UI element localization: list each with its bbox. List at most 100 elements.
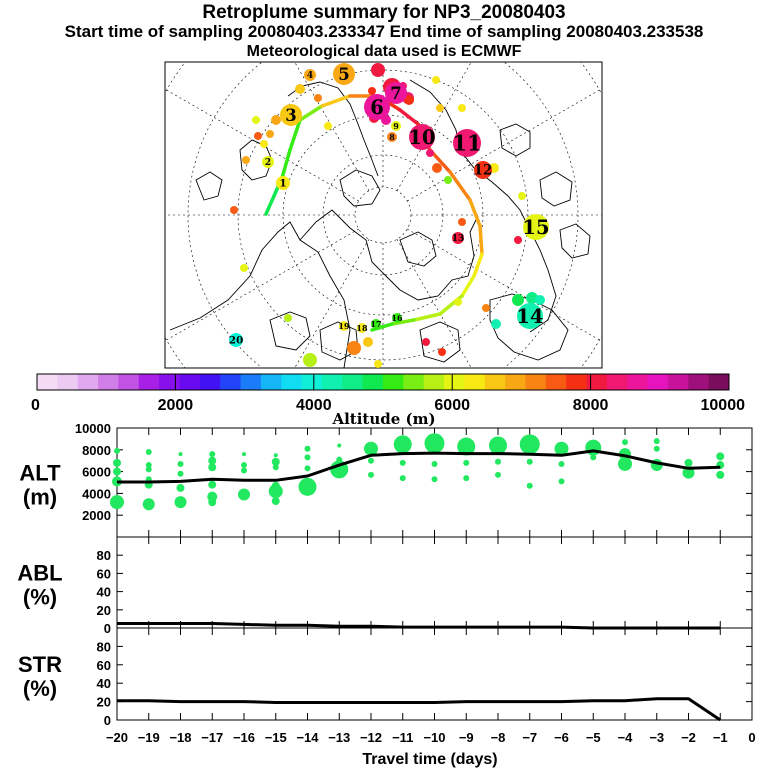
sampling-times: Start time of sampling 20080403.233347 E… bbox=[64, 22, 704, 41]
altitude-cluster-point bbox=[113, 458, 121, 467]
coastline bbox=[339, 169, 381, 207]
y-axis-unit: (m) bbox=[23, 485, 57, 510]
altitude-cluster-point bbox=[716, 470, 725, 479]
colorbar-swatch bbox=[98, 374, 119, 390]
altitude-cluster-point bbox=[145, 466, 152, 473]
altitude-cluster-point bbox=[178, 452, 183, 457]
colorbar-swatch bbox=[383, 374, 404, 390]
colorbar-swatch bbox=[220, 374, 242, 390]
colorbar-swatch bbox=[301, 374, 323, 390]
plume-cluster-minor bbox=[271, 115, 281, 125]
plume-cluster-minor bbox=[512, 294, 524, 306]
y-tick-label: 4000 bbox=[82, 486, 111, 501]
colorbar-tick-label: 8000 bbox=[573, 397, 609, 414]
plume-cluster-minor bbox=[254, 132, 262, 140]
plume-cluster-minor bbox=[526, 292, 538, 304]
coastline bbox=[299, 209, 479, 301]
plume-cluster-minor bbox=[432, 76, 440, 84]
altitude-cluster-point bbox=[145, 448, 152, 455]
plume-cluster bbox=[371, 319, 381, 329]
plume-cluster-minor bbox=[374, 360, 382, 368]
cluster-day-label: 5 bbox=[338, 65, 349, 84]
coastline bbox=[169, 221, 351, 368]
plume-cluster-minor bbox=[518, 192, 526, 200]
plume-track-segment bbox=[468, 198, 482, 228]
plume-cluster-minor bbox=[535, 295, 545, 305]
altitude-cluster-point bbox=[457, 437, 476, 456]
y-tick-label: 80 bbox=[97, 639, 111, 654]
x-tick-label: −5 bbox=[586, 730, 601, 745]
altitude-cluster-point bbox=[268, 484, 283, 499]
plume-cluster-minor bbox=[368, 87, 376, 95]
altitude-cluster-point bbox=[590, 454, 597, 461]
coastline bbox=[409, 79, 557, 333]
plume-cluster-minor bbox=[458, 104, 466, 112]
y-tick-label: 40 bbox=[97, 585, 111, 600]
altitude-cluster-point bbox=[271, 497, 280, 506]
altitude-cluster-point bbox=[110, 495, 124, 510]
colorbar-swatch bbox=[566, 374, 588, 390]
colorbar-swatch bbox=[667, 374, 689, 390]
coastline bbox=[559, 223, 591, 259]
altitude-cluster-point bbox=[241, 462, 247, 469]
colorbar-swatch bbox=[362, 374, 384, 390]
plume-cluster-minor bbox=[260, 140, 268, 148]
y-tick-label: 60 bbox=[97, 658, 111, 673]
colorbar-swatch bbox=[423, 374, 445, 390]
colorbar-frame bbox=[36, 373, 730, 391]
colorbar-swatch bbox=[199, 374, 221, 390]
x-axis-label: Travel time (days) bbox=[362, 751, 497, 768]
colorbar-swatch bbox=[708, 374, 730, 390]
panel-abl: 0 20 40 60 80 ABL(%) bbox=[17, 536, 753, 636]
cluster-day-label: 13 bbox=[452, 234, 465, 244]
y-tick-label: 2000 bbox=[82, 508, 111, 523]
cluster-day-label: 18 bbox=[356, 323, 368, 333]
altitude-cluster-point bbox=[368, 457, 374, 464]
colorbar-swatch bbox=[525, 374, 547, 390]
altitude-cluster-point bbox=[177, 460, 184, 467]
altitude-cluster-point bbox=[622, 439, 628, 446]
plume-cluster-minor bbox=[426, 149, 434, 157]
colorbar-swatch bbox=[464, 374, 486, 390]
plume-track-segment bbox=[398, 108, 420, 126]
plume-cluster-minor bbox=[230, 206, 238, 214]
altitude-cluster-point bbox=[337, 443, 342, 448]
meridian-line bbox=[165, 88, 359, 202]
plume-cluster bbox=[304, 69, 316, 81]
colorbar-swatch bbox=[281, 374, 303, 390]
plume-cluster-minor bbox=[266, 130, 274, 138]
altitude-cluster-point bbox=[364, 441, 378, 456]
colorbar-tick-label: 10000 bbox=[701, 397, 746, 414]
x-tick-label: −12 bbox=[360, 730, 382, 745]
altitude-cluster-point bbox=[298, 477, 317, 496]
y-tick-label: 20 bbox=[97, 695, 111, 710]
x-tick-label: −6 bbox=[554, 730, 569, 745]
plume-cluster-minor bbox=[347, 341, 361, 355]
altitude-cluster-point bbox=[241, 467, 247, 474]
y-axis-unit: (%) bbox=[23, 585, 57, 610]
altitude-cluster-point bbox=[209, 451, 216, 458]
x-tick-label: −4 bbox=[618, 730, 634, 745]
plume-cluster-minor bbox=[491, 319, 501, 329]
colorbar-tick-label: 4000 bbox=[296, 397, 332, 414]
map-coastlines bbox=[169, 79, 591, 368]
plume-cluster-minor bbox=[295, 84, 305, 94]
plume-track-segment bbox=[448, 170, 472, 202]
plume-cluster bbox=[517, 303, 543, 329]
coastline bbox=[419, 321, 461, 363]
y-tick-label: 0 bbox=[104, 621, 111, 636]
x-tick-label: −1 bbox=[713, 730, 728, 745]
plume-cluster bbox=[339, 321, 349, 331]
plume-cluster-minor bbox=[363, 337, 373, 347]
plume-track-segment bbox=[320, 94, 352, 108]
altitude-cluster-point bbox=[368, 471, 374, 478]
plume-cluster-minor bbox=[242, 156, 250, 164]
x-tick-label: −16 bbox=[233, 730, 255, 745]
altitude-cluster-point bbox=[142, 498, 155, 511]
altitude-cluster-point bbox=[463, 475, 470, 482]
plume-cluster-minor bbox=[284, 314, 292, 322]
x-tick-label: −14 bbox=[296, 730, 319, 745]
y-tick-label: 40 bbox=[97, 676, 111, 691]
